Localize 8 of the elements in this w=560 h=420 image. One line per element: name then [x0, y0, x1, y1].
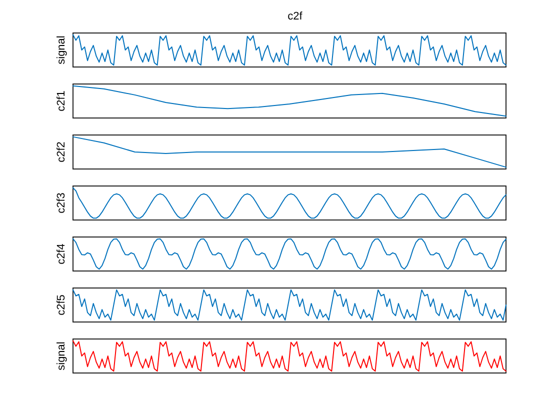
y-axis-title: c2f3	[56, 192, 68, 214]
y-axis-title: c2f5	[56, 294, 68, 316]
y-axis-title: signal	[56, 36, 68, 64]
y-axis-title: c2f1	[56, 90, 68, 112]
y-axis-title: signal	[56, 342, 68, 370]
chart-title: c2f	[288, 10, 304, 22]
y-axis-title: c2f4	[56, 244, 68, 264]
y-axis-title: c2f2	[56, 142, 68, 162]
